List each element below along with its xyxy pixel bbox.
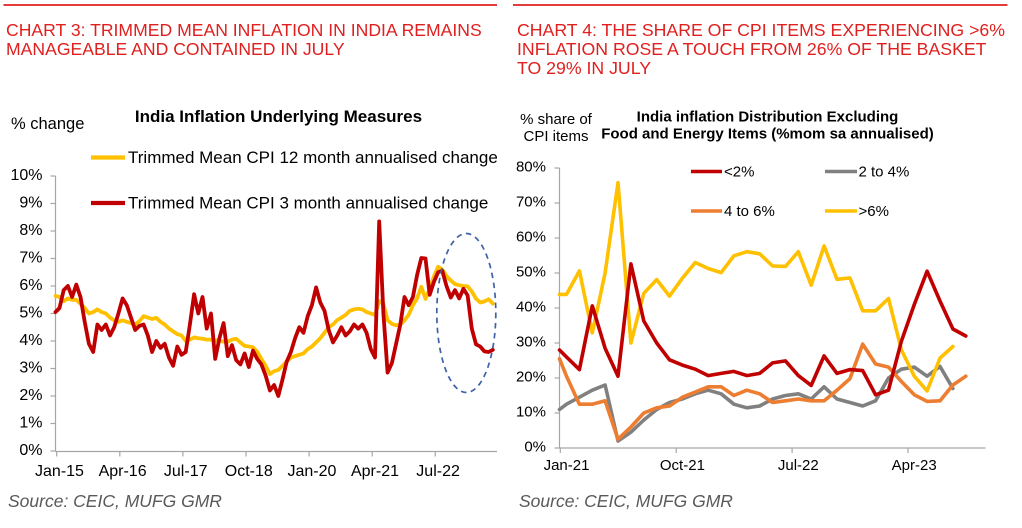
svg-text:Jan-15: Jan-15	[35, 463, 84, 480]
svg-text:Trimmed Mean CPI 12 month annu: Trimmed Mean CPI 12 month annualised cha…	[128, 148, 498, 167]
svg-text:INFLATION ROSE A TOUCH FROM 26: INFLATION ROSE A TOUCH FROM 26% OF THE B…	[517, 39, 987, 59]
svg-text:0%: 0%	[524, 439, 546, 456]
svg-text:TO 29% IN JULY: TO 29% IN JULY	[517, 58, 651, 78]
svg-text:Oct-21: Oct-21	[660, 457, 705, 474]
svg-text:5%: 5%	[19, 304, 42, 321]
svg-text:2 to 4%: 2 to 4%	[859, 164, 910, 181]
svg-text:Oct-18: Oct-18	[225, 463, 273, 480]
svg-text:3%: 3%	[19, 359, 42, 376]
svg-text:40%: 40%	[516, 299, 546, 316]
svg-text:Jul-17: Jul-17	[164, 463, 208, 480]
svg-text:Jan-20: Jan-20	[287, 463, 336, 480]
svg-text:60%: 60%	[516, 229, 546, 246]
svg-text:30%: 30%	[516, 334, 546, 351]
svg-text:4%: 4%	[19, 332, 42, 349]
svg-text:Apr-16: Apr-16	[99, 463, 147, 480]
svg-text:Jan-21: Jan-21	[544, 457, 590, 474]
svg-text:1%: 1%	[19, 414, 42, 431]
svg-text:50%: 50%	[516, 264, 546, 281]
svg-text:10%: 10%	[10, 167, 42, 184]
svg-text:4 to 6%: 4 to 6%	[724, 203, 775, 220]
svg-text:MANAGEABLE AND CONTAINED IN JU: MANAGEABLE AND CONTAINED IN JULY	[6, 39, 345, 59]
svg-text:7%: 7%	[19, 249, 42, 266]
svg-text:<2%: <2%	[724, 164, 754, 181]
svg-text:% share of: % share of	[520, 111, 593, 128]
svg-text:Jul-22: Jul-22	[778, 457, 819, 474]
svg-text:CPI items: CPI items	[523, 128, 588, 145]
svg-text:0%: 0%	[19, 442, 42, 459]
svg-text:CHART 3: TRIMMED MEAN INFLATIO: CHART 3: TRIMMED MEAN INFLATION IN INDIA…	[6, 20, 482, 40]
svg-text:Source: CEIC, MUFG GMR: Source: CEIC, MUFG GMR	[8, 491, 222, 511]
svg-text:>6%: >6%	[859, 203, 889, 220]
svg-text:6%: 6%	[19, 277, 42, 294]
svg-text:Food and Energy Items (%mom sa: Food and Energy Items (%mom sa annualise…	[601, 126, 934, 143]
svg-text:2%: 2%	[19, 387, 42, 404]
svg-text:Source: CEIC, MUFG GMR: Source: CEIC, MUFG GMR	[519, 491, 733, 511]
svg-text:Trimmed Mean CPI 3 month annua: Trimmed Mean CPI 3 month annualised chan…	[128, 194, 488, 213]
svg-text:Jul-22: Jul-22	[416, 463, 460, 480]
svg-text:80%: 80%	[516, 159, 546, 176]
svg-text:8%: 8%	[19, 222, 42, 239]
svg-text:70%: 70%	[516, 194, 546, 211]
svg-text:Apr-21: Apr-21	[351, 463, 399, 480]
svg-text:9%: 9%	[19, 194, 42, 211]
svg-text:Apr-23: Apr-23	[892, 457, 937, 474]
svg-text:India Inflation Underlying Mea: India Inflation Underlying Measures	[135, 107, 422, 126]
svg-text:India inflation Distribution E: India inflation Distribution Excluding	[637, 109, 899, 126]
svg-text:20%: 20%	[516, 369, 546, 386]
svg-text:CHART 4: THE SHARE OF CPI ITEM: CHART 4: THE SHARE OF CPI ITEMS EXPERIEN…	[517, 20, 1005, 40]
svg-text:% change: % change	[11, 115, 84, 133]
svg-text:10%: 10%	[516, 404, 546, 421]
